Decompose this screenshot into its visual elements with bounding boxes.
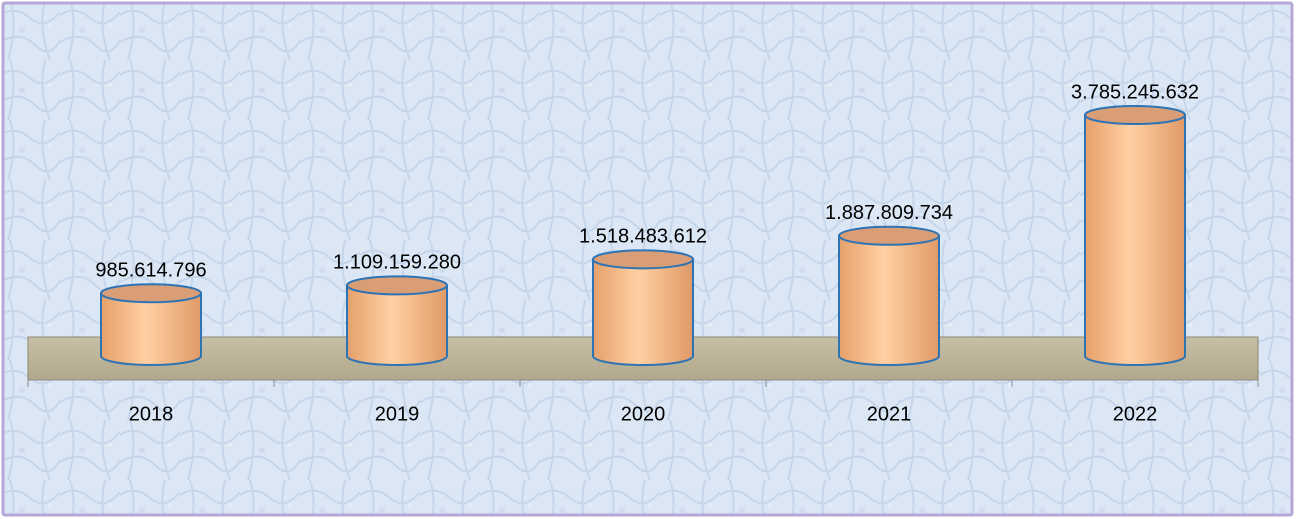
data-label: 985.614.796 (95, 260, 206, 282)
cylinder-body (346, 284, 448, 366)
cylinder (592, 249, 694, 366)
x-tick-label: 2018 (129, 403, 174, 425)
cylinder-body (592, 258, 694, 366)
cylinder-body (100, 292, 202, 366)
data-label: 3.785.245.632 (1071, 81, 1199, 103)
cylinder-top (346, 275, 448, 296)
cylinder-body (1084, 114, 1186, 366)
data-label: 1.887.809.734 (825, 202, 953, 224)
cylinder (838, 225, 940, 366)
cylinder (100, 283, 202, 366)
cylinder-top (1084, 105, 1186, 125)
cylinder (346, 275, 448, 366)
cylinder-top (592, 249, 694, 270)
cylinder-top (100, 283, 202, 304)
cylinder-top (838, 225, 940, 246)
x-tick-label: 2022 (1113, 403, 1158, 425)
cylinder-body (838, 234, 940, 366)
data-label: 1.109.159.280 (333, 252, 461, 274)
x-tick-label: 2019 (375, 403, 420, 425)
x-tick-label: 2021 (867, 403, 912, 425)
cylinder (1084, 105, 1186, 366)
x-tick-label: 2020 (621, 403, 666, 425)
data-label: 1.518.483.612 (579, 226, 707, 248)
